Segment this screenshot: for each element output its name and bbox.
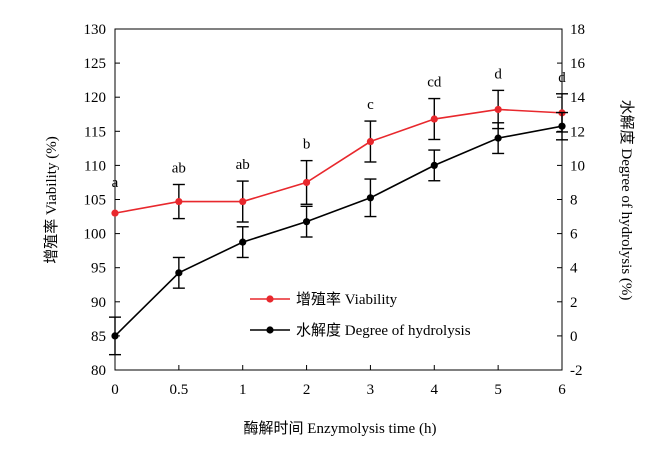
data-point-hydrolysis xyxy=(111,332,119,340)
series-layer: a ab ab b c cd d d xyxy=(109,66,568,356)
x-tick-label: 2 xyxy=(303,382,311,398)
x-tick-label: 0 xyxy=(111,382,119,398)
significance-label: c xyxy=(367,97,374,113)
right-y-axis: -2 0 2 4 6 8 10 12 14 16 18 xyxy=(557,22,586,379)
right-y-tick-label: 6 xyxy=(570,227,578,243)
legend-label-hydrolysis: 水解度 Degree of hydrolysis xyxy=(296,322,471,339)
significance-label: ab xyxy=(236,157,250,173)
right-y-tick-label: 2 xyxy=(570,295,578,311)
left-y-tick-label: 85 xyxy=(91,329,106,345)
series-viability: a ab ab b c cd d d xyxy=(111,66,568,223)
x-tick-label: 0.5 xyxy=(169,382,188,398)
left-y-axis: 80 85 90 95 100 105 110 115 120 125 130 xyxy=(84,22,120,379)
data-point-hydrolysis xyxy=(175,269,183,277)
right-y-tick-label: 16 xyxy=(570,56,586,72)
data-point-viability xyxy=(430,115,438,123)
right-y-tick-label: 18 xyxy=(570,22,585,38)
left-y-tick-label: 90 xyxy=(91,295,106,311)
right-y-axis-title: 水解度 Degree of hydrolysis (%) xyxy=(618,100,635,301)
significance-label: ab xyxy=(172,160,186,176)
left-y-tick-label: 80 xyxy=(91,363,106,379)
data-point-hydrolysis xyxy=(302,218,311,226)
legend-marker-viability xyxy=(266,295,274,303)
left-y-tick-label: 115 xyxy=(84,124,106,140)
left-y-axis-title: 增殖率 Viability (%) xyxy=(43,136,60,263)
x-tick-label: 5 xyxy=(494,382,502,398)
left-y-tick-label: 100 xyxy=(84,227,107,243)
legend: 增殖率 Viability 水解度 Degree of hydrolysis xyxy=(250,291,471,339)
series-line-viability xyxy=(114,108,563,214)
right-y-tick-label: 0 xyxy=(570,329,578,345)
left-y-tick-label: 95 xyxy=(91,261,106,277)
legend-marker-hydrolysis xyxy=(266,326,274,334)
data-point-viability xyxy=(111,209,119,217)
significance-label: d xyxy=(494,66,502,82)
right-y-tick-label: 8 xyxy=(570,193,578,209)
significance-label: b xyxy=(303,137,311,153)
left-y-tick-label: 120 xyxy=(84,90,107,106)
data-point-hydrolysis xyxy=(558,122,566,130)
left-y-tick-label: 105 xyxy=(84,193,107,209)
x-tick-label: 3 xyxy=(367,382,375,398)
series-line-hydrolysis xyxy=(114,125,563,337)
x-tick-label: 4 xyxy=(431,382,439,398)
right-y-tick-label: 4 xyxy=(570,261,578,277)
right-y-tick-label: 12 xyxy=(570,124,585,140)
data-point-hydrolysis xyxy=(366,194,375,202)
data-point-hydrolysis xyxy=(430,161,438,169)
left-y-tick-label: 110 xyxy=(84,158,106,174)
data-point-viability xyxy=(366,137,375,146)
data-point-viability xyxy=(175,197,183,206)
data-point-hydrolysis xyxy=(494,134,502,142)
significance-label: a xyxy=(112,175,119,191)
x-tick-label: 1 xyxy=(239,382,247,398)
x-tick-label: 6 xyxy=(558,382,566,398)
series-hydrolysis xyxy=(109,111,568,356)
significance-label: d xyxy=(558,70,566,86)
left-y-tick-label: 130 xyxy=(84,22,107,38)
data-point-viability xyxy=(494,105,502,114)
data-point-viability xyxy=(239,197,247,206)
left-y-tick-label: 125 xyxy=(84,56,107,72)
legend-label-viability: 增殖率 Viability xyxy=(296,291,398,308)
significance-label: cd xyxy=(427,75,442,91)
right-y-tick-label: -2 xyxy=(570,363,583,379)
x-axis-title: 酶解时间 Enzymolysis time (h) xyxy=(244,420,437,437)
right-y-tick-label: 10 xyxy=(570,158,585,174)
right-y-tick-label: 14 xyxy=(570,90,586,106)
data-point-hydrolysis xyxy=(239,238,247,246)
x-axis: 0 0.5 1 2 3 4 5 6 xyxy=(111,365,566,398)
data-point-viability xyxy=(302,178,311,187)
